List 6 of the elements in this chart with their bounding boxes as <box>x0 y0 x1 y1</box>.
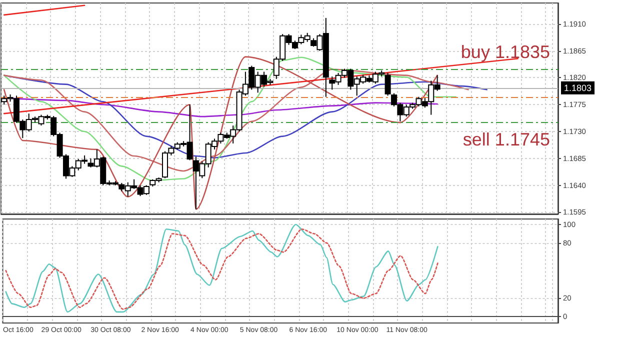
candlestick <box>384 72 391 96</box>
ref-line-label: 1.1803 <box>564 82 592 93</box>
ref-line-label: buy 1.1835 <box>460 42 550 62</box>
line-series <box>3 56 457 182</box>
line-series <box>3 56 438 210</box>
ref-line-label: sell 1.1745 <box>462 130 550 150</box>
